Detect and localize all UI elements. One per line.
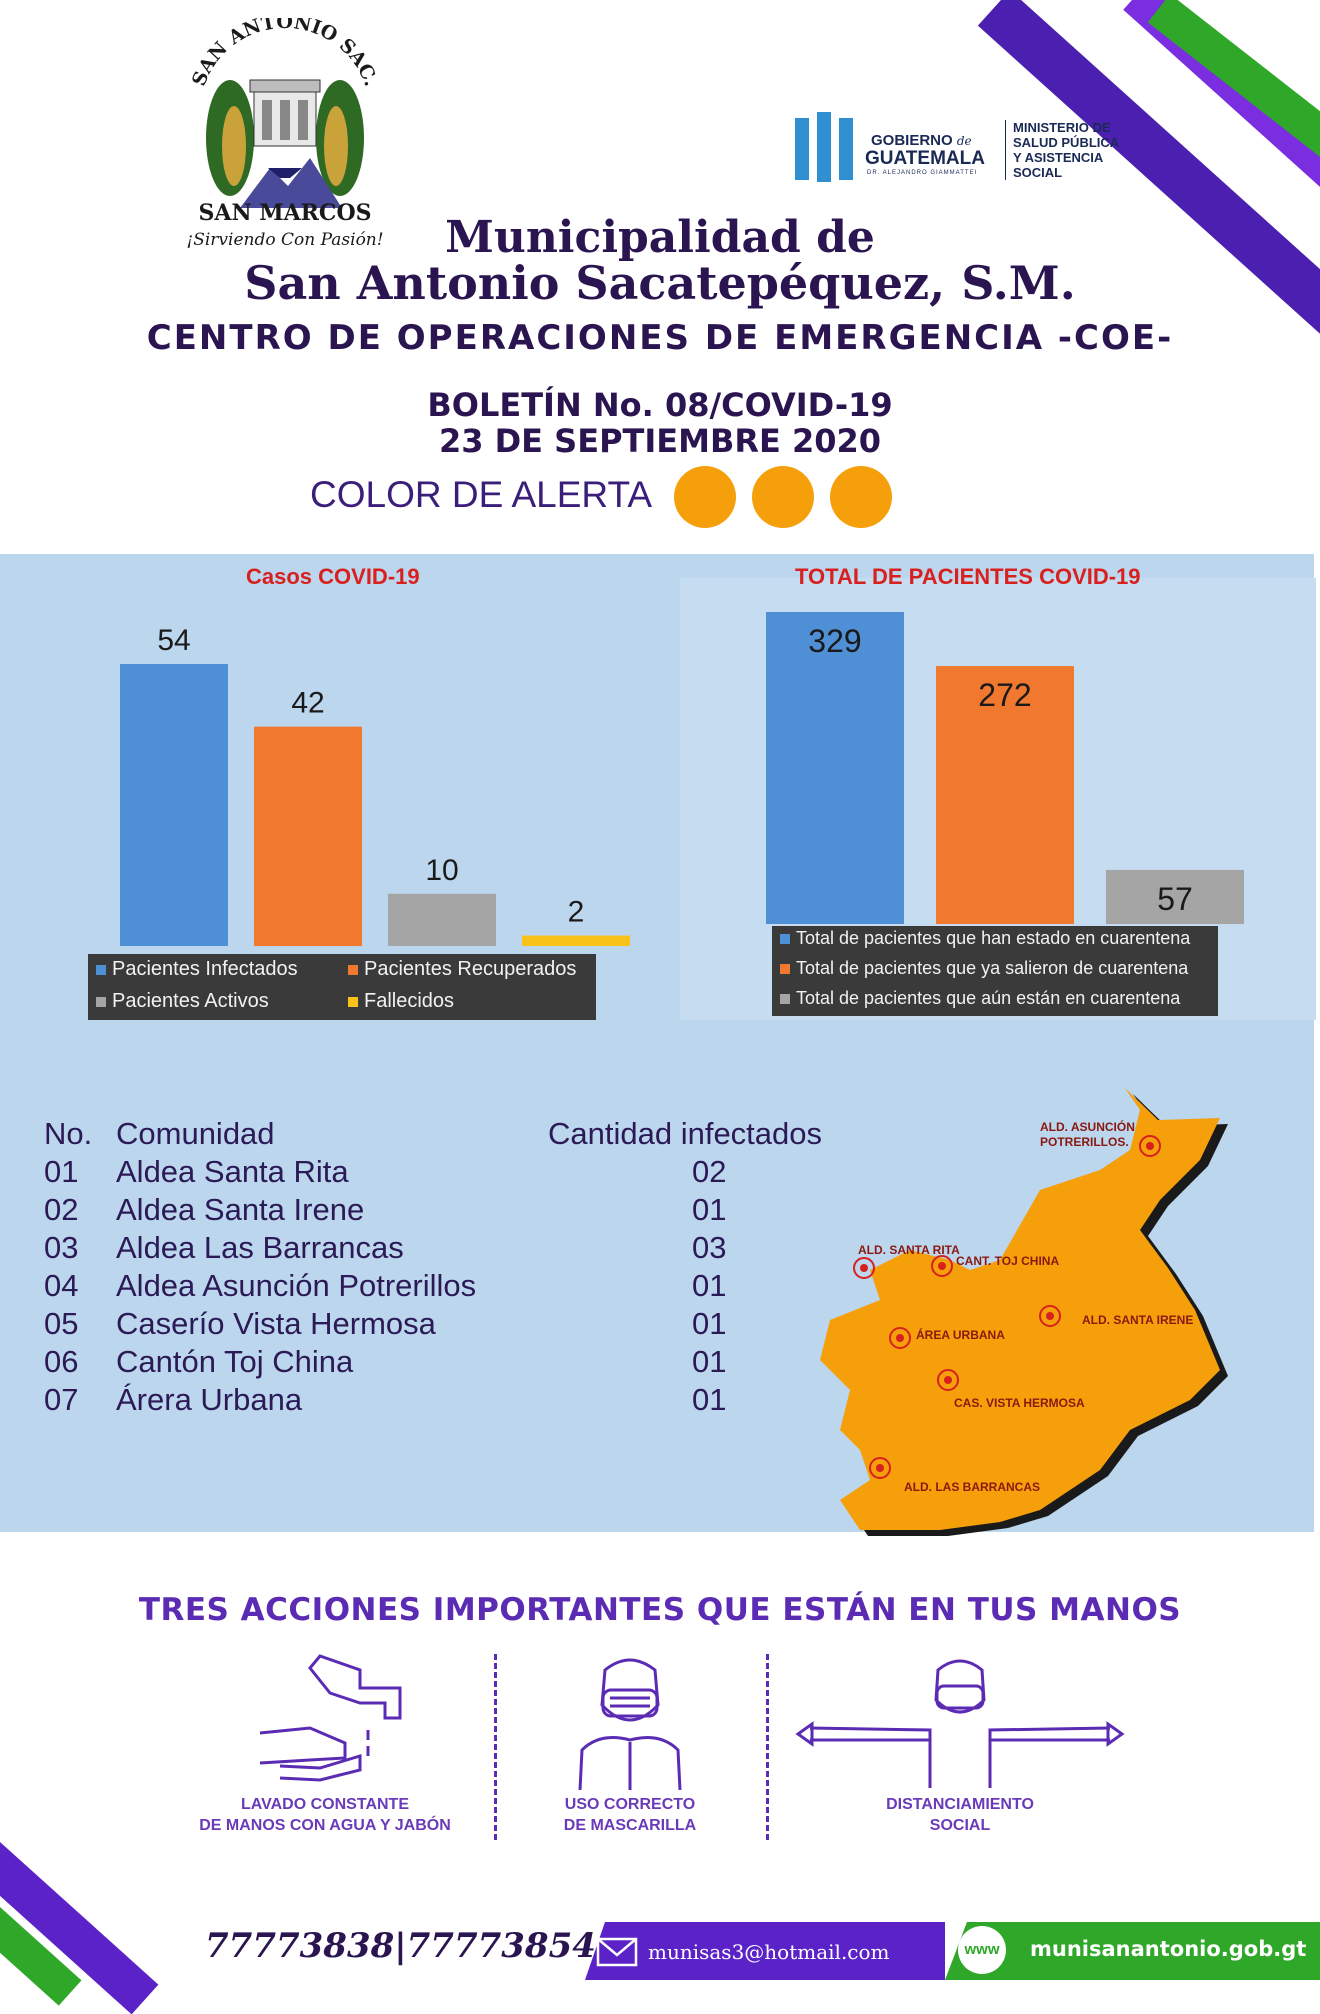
logo-arc-text: SAN ANTONIO SAC. [188,11,382,89]
alert-dot-1 [674,466,736,528]
chart-patients: 329 272 57 [766,612,1244,924]
bar-value-label: 329 [808,623,861,659]
table-cell-community: Aldea Santa Irene [116,1192,365,1227]
flag-bars-icon [795,118,809,180]
legend-item-infectados: Pacientes Infectados [96,958,298,981]
table-cell-no: 07 [44,1382,79,1417]
bar-value-label: 54 [157,624,190,657]
bar-value-label: 10 [425,854,458,887]
separator-1 [494,1654,497,1840]
logo-motto: ¡Sirviendo Con Pasión! [186,230,384,250]
caption-distancing: DISTANCIAMIENTO SOCIAL [886,1796,1034,1834]
gov-line1: GOBIERNO de [871,132,972,149]
legend-item-fallecidos: Fallecidos [348,990,454,1013]
table-cell-count: 02 [692,1154,727,1189]
alert-dot-2 [752,466,814,528]
bar-2 [1106,869,1244,924]
table-cell-count: 01 [692,1268,727,1303]
legend-item-activos: Pacientes Activos [96,990,269,1013]
actions-title: TRES ACCIONES IMPORTANTES QUE ESTÁN EN T… [138,1592,1182,1628]
table-cell-no: 01 [44,1154,79,1189]
footer-web-bar [945,1922,1320,1980]
gov-line2: GUATEMALA [865,148,985,169]
bar-3 [522,935,630,946]
footer-email[interactable]: munisas3@hotmail.com [648,1940,890,1964]
handwashing-icon [259,1654,402,1782]
table-cell-community: Aldea Santa Rita [116,1154,349,1189]
footer-email-bar [585,1922,945,1980]
table-cell-count: 01 [692,1192,727,1227]
gov-sub: DR. ALEJANDRO GIAMMATTEI [867,170,978,176]
map-label-potrerillos: POTRERILLOS. [1040,1135,1129,1149]
map-label-santa-rita: ALD. SANTA RITA [858,1243,960,1257]
table-cell-community: Aldea Las Barrancas [116,1230,404,1265]
table-header-no: No. [44,1116,93,1151]
alert-label: COLOR DE ALERTA [310,474,653,515]
separator-2 [766,1654,769,1840]
map-label-area-urbana: ÁREA URBANA [916,1328,1005,1342]
table-cell-count: 03 [692,1230,727,1265]
government-logo: GOBIERNO de GUATEMALA DR. ALEJANDRO GIAM… [795,112,1175,192]
table-cell-count: 01 [692,1306,727,1341]
chart2-legend: Total de pacientes que han estado en cua… [772,926,1218,1016]
table-cell-no: 04 [44,1268,79,1303]
social-distancing-icon [795,1659,1125,1788]
table-cell-community: Árera Urbana [116,1382,303,1417]
municipal-logo: SAN ANTONIO SAC. SAN MARCOS ¡Sirviendo C… [170,11,400,258]
bulletin-number: BOLETÍN No. 08/COVID-19 [427,386,893,424]
bar-value-label: 57 [1157,881,1193,917]
bar-value-label: 272 [978,677,1031,713]
bar-1 [936,666,1074,924]
map-label-vista-hermosa: CAS. VISTA HERMOSA [954,1396,1085,1410]
legend-item-recuperados: Pacientes Recuperados [348,958,576,981]
bar-0 [120,664,228,946]
face-mask-icon [578,1658,682,1790]
table-cell-no: 02 [44,1192,79,1227]
table-cell-count: 01 [692,1382,727,1417]
table-cell-no: 03 [44,1230,79,1265]
caption-mask: USO CORRECTO DE MASCARILLA [563,1796,697,1834]
table-cell-community: Cantón Toj China [116,1344,354,1379]
bar-0 [766,612,904,924]
alert-dot-3 [830,466,892,528]
legend-item-han-estado: Total de pacientes que han estado en cua… [780,928,1190,949]
communities-table: No. Comunidad Cantidad infectados 01 Alde… [44,1116,864,1426]
table-cell-community: Caserío Vista Hermosa [116,1306,436,1341]
caption-handwashing: LAVADO CONSTANTE DE MANOS CON AGUA Y JABÓ… [199,1796,451,1834]
map-label-santa-irene: ALD. SANTA IRENE [1082,1313,1194,1327]
page-title-line1: Municipalidad de [445,212,875,263]
chart-cases: 54 42 10 2 [120,624,630,946]
chart1-title: Casos COVID-19 [246,564,420,589]
legend-item-salieron: Total de pacientes que ya salieron de cu… [780,958,1188,979]
map-label-las-barrancas: ALD. LAS BARRANCAS [904,1480,1040,1494]
table-header-community: Comunidad [116,1116,275,1151]
bar-value-label: 42 [291,687,324,720]
ministry-text: MINISTERIO DE SALUD PÚBLICA Y ASISTENCIA… [1013,120,1120,180]
footer-website[interactable]: munisanantonio.gob.gt [1030,1937,1307,1961]
mail-icon [596,1937,638,1967]
logo-place: SAN MARCOS [198,200,372,226]
chart2-title: TOTAL DE PACIENTES COVID-19 [795,564,1141,589]
footer-stripe-purple [0,1824,159,2014]
map-label-toj-china: CANT. TOJ CHINA [956,1254,1060,1268]
table-cell-community: Aldea Asunción Potrerillos [116,1268,477,1303]
table-cell-count: 01 [692,1344,727,1379]
bar-1 [254,726,362,946]
table-cell-no: 06 [44,1344,79,1379]
globe-icon: www [958,1926,1006,1974]
bulletin-date: 23 DE SEPTIEMBRE 2020 [438,422,882,460]
svg-text:SAN ANTONIO SAC.: SAN ANTONIO SAC. [188,18,382,89]
chart1-legend: Pacientes Infectados Pacientes Recuperad… [88,954,596,1020]
footer-phones: 77773838|77773854 [205,1926,596,1966]
municipality-map [820,1088,1228,1536]
map-label-asuncion: ALD. ASUNCIÓN [1040,1120,1135,1134]
bar-value-label: 2 [568,896,585,929]
table-cell-no: 05 [44,1306,79,1341]
bar-2 [388,893,496,946]
page-title-line2: San Antonio Sacatepéquez, S.M. [244,256,1076,310]
legend-item-aun-estan: Total de pacientes que aún están en cuar… [780,988,1180,1009]
coe-subtitle: CENTRO DE OPERACIONES DE EMERGENCIA -COE… [146,318,1174,358]
table-header-count: Cantidad infectados [548,1116,823,1151]
